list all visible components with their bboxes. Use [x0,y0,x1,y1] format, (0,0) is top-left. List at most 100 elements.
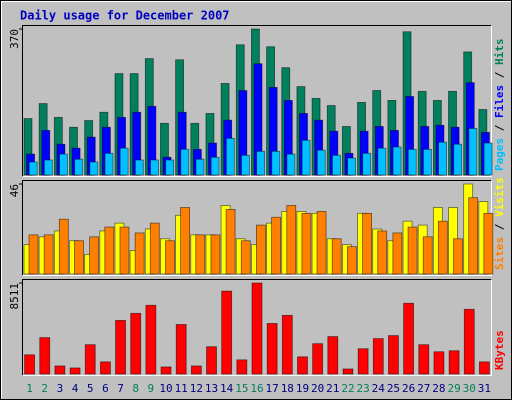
legend: KBytes [493,330,506,370]
x-tick-label: 19 [296,382,309,395]
x-tick-label: 31 [478,382,491,395]
x-tick-label: 10 [159,382,172,395]
bar [28,234,39,275]
bar [479,361,490,375]
bar [437,220,448,275]
x-tick-label: 28 [432,382,445,395]
bar [74,158,84,176]
bar [332,154,341,176]
bar [403,302,415,375]
bar [225,209,236,275]
bar [388,335,399,375]
bar [271,150,281,176]
x-tick-label: 7 [117,382,124,395]
x-tick-label: 3 [57,382,64,395]
x-tick-label: 18 [281,382,294,395]
bar [483,212,494,275]
bar [316,210,327,275]
x-tick-label: 21 [326,382,339,395]
x-tick-label: 2 [41,382,48,395]
x-tick-label: 1 [26,382,33,395]
bar [463,308,475,375]
bar [377,147,387,176]
x-tick-label: 11 [175,382,188,395]
bar [256,224,266,275]
bar [362,152,372,176]
bar [453,143,463,176]
bar [240,240,251,275]
bar [149,222,160,275]
bar [241,154,250,176]
panel-bevel [22,25,492,177]
bar [331,238,342,275]
x-tick-label: 12 [190,382,203,395]
panel-bevel [22,279,492,376]
bar [119,226,130,275]
bar [54,365,66,375]
bar [119,147,129,176]
bar [104,226,115,275]
bar [206,346,217,375]
bar [43,234,54,275]
bar [210,156,220,176]
legend-separator: / [493,118,506,138]
bar [297,356,308,375]
bar [392,146,402,176]
bar [312,343,324,375]
x-tick-label: 6 [102,382,109,395]
legend-entry: Files [493,85,506,118]
bar [483,142,493,176]
legend-separator: / [493,217,506,237]
bar [286,153,296,176]
x-tick-label: 22 [341,382,354,395]
bar [89,161,99,176]
bar [134,159,144,176]
x-tick-label: 30 [463,382,476,395]
bar [468,128,478,176]
bar [69,367,81,375]
bar [266,323,278,375]
legend-entry: KBytes [493,330,506,370]
x-tick-label: 26 [402,382,415,395]
bar [59,153,68,176]
bar [221,290,233,375]
x-tick-label: 29 [447,382,460,395]
bar [165,240,175,275]
bar [357,348,369,375]
x-tick-label: 14 [220,382,234,395]
x-tick-label: 16 [250,382,263,395]
bar [316,149,326,176]
bar [392,232,403,275]
bar [327,336,339,375]
bar [210,234,221,275]
bar [453,238,463,275]
bar [225,137,235,176]
bar [89,236,100,275]
bar [347,157,356,176]
x-tick-label: 24 [372,382,386,395]
bar [160,366,172,375]
bar [407,226,418,275]
x-tick-label: 8 [132,382,139,395]
panel-bevel [22,25,492,177]
bar [448,350,460,375]
x-tick-label: 20 [311,382,324,395]
bar [407,148,417,176]
bar [281,314,293,375]
legend-entry: Hits [493,39,506,66]
bar [28,161,38,176]
x-tick-label: 4 [72,382,79,395]
legend: Sites / Visits [493,177,506,270]
bar [468,197,479,275]
legend-entry: Sites [493,237,506,270]
x-tick-label: 27 [417,382,430,395]
bar [256,150,266,176]
bar [84,344,96,375]
bar [134,232,145,275]
x-tick-label: 17 [266,382,279,395]
x-tick-label: 15 [235,382,248,395]
bar [145,304,157,375]
bar [115,320,126,375]
